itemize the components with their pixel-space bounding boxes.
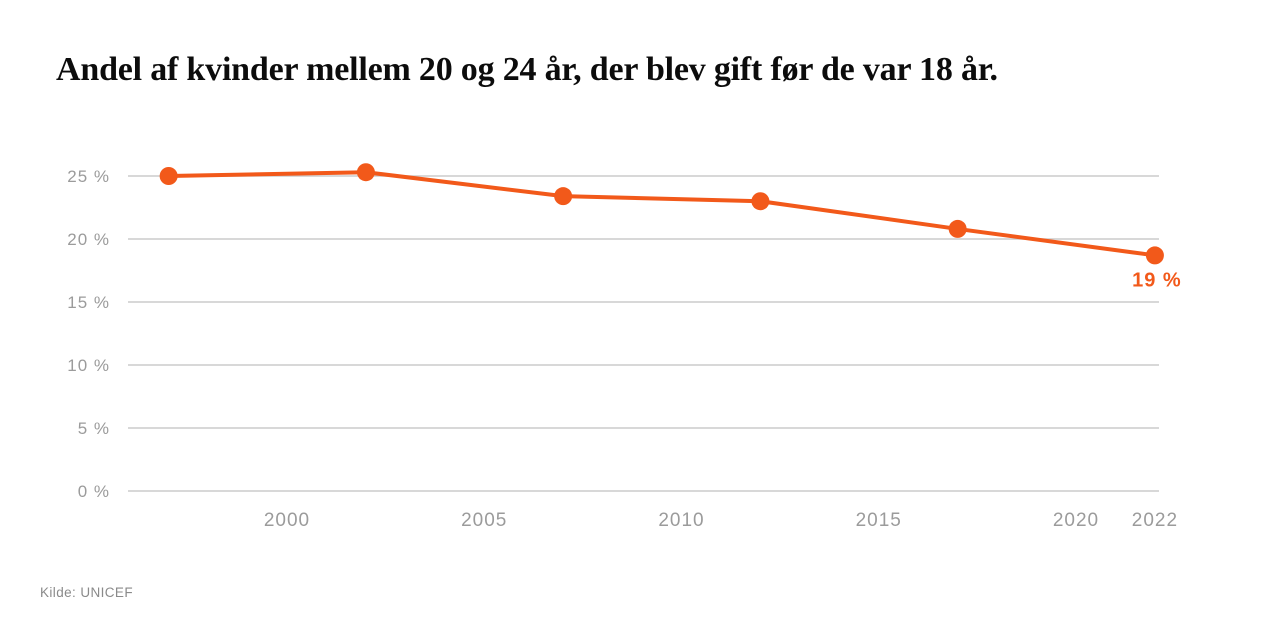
y-tick-label: 15 % [67,293,110,312]
chart-title: Andel af kvinder mellem 20 og 24 år, der… [56,51,998,88]
data-point [1145,246,1164,265]
x-tick-label: 2020 [1053,510,1099,531]
x-tick-label: 2000 [264,510,310,531]
x-tick-label: 2022 [1132,510,1178,531]
y-tick-label: 20 % [67,230,110,249]
source-note: Kilde: UNICEF [40,585,133,600]
y-tick-label: 25 % [67,167,110,186]
y-tick-label: 5 % [78,419,110,438]
x-tick-label: 2010 [658,510,704,531]
y-tick-label: 10 % [67,356,110,375]
x-tick-label: 2015 [856,510,902,531]
x-tick-label: 2005 [461,510,507,531]
data-line [166,170,1157,258]
y-tick-label: 0 % [78,482,110,501]
end-value-label: 19 % [1132,269,1182,291]
data-point [554,187,573,206]
data-point [159,167,178,185]
data-point [751,192,770,211]
data-point [356,163,375,182]
data-point [948,219,967,238]
